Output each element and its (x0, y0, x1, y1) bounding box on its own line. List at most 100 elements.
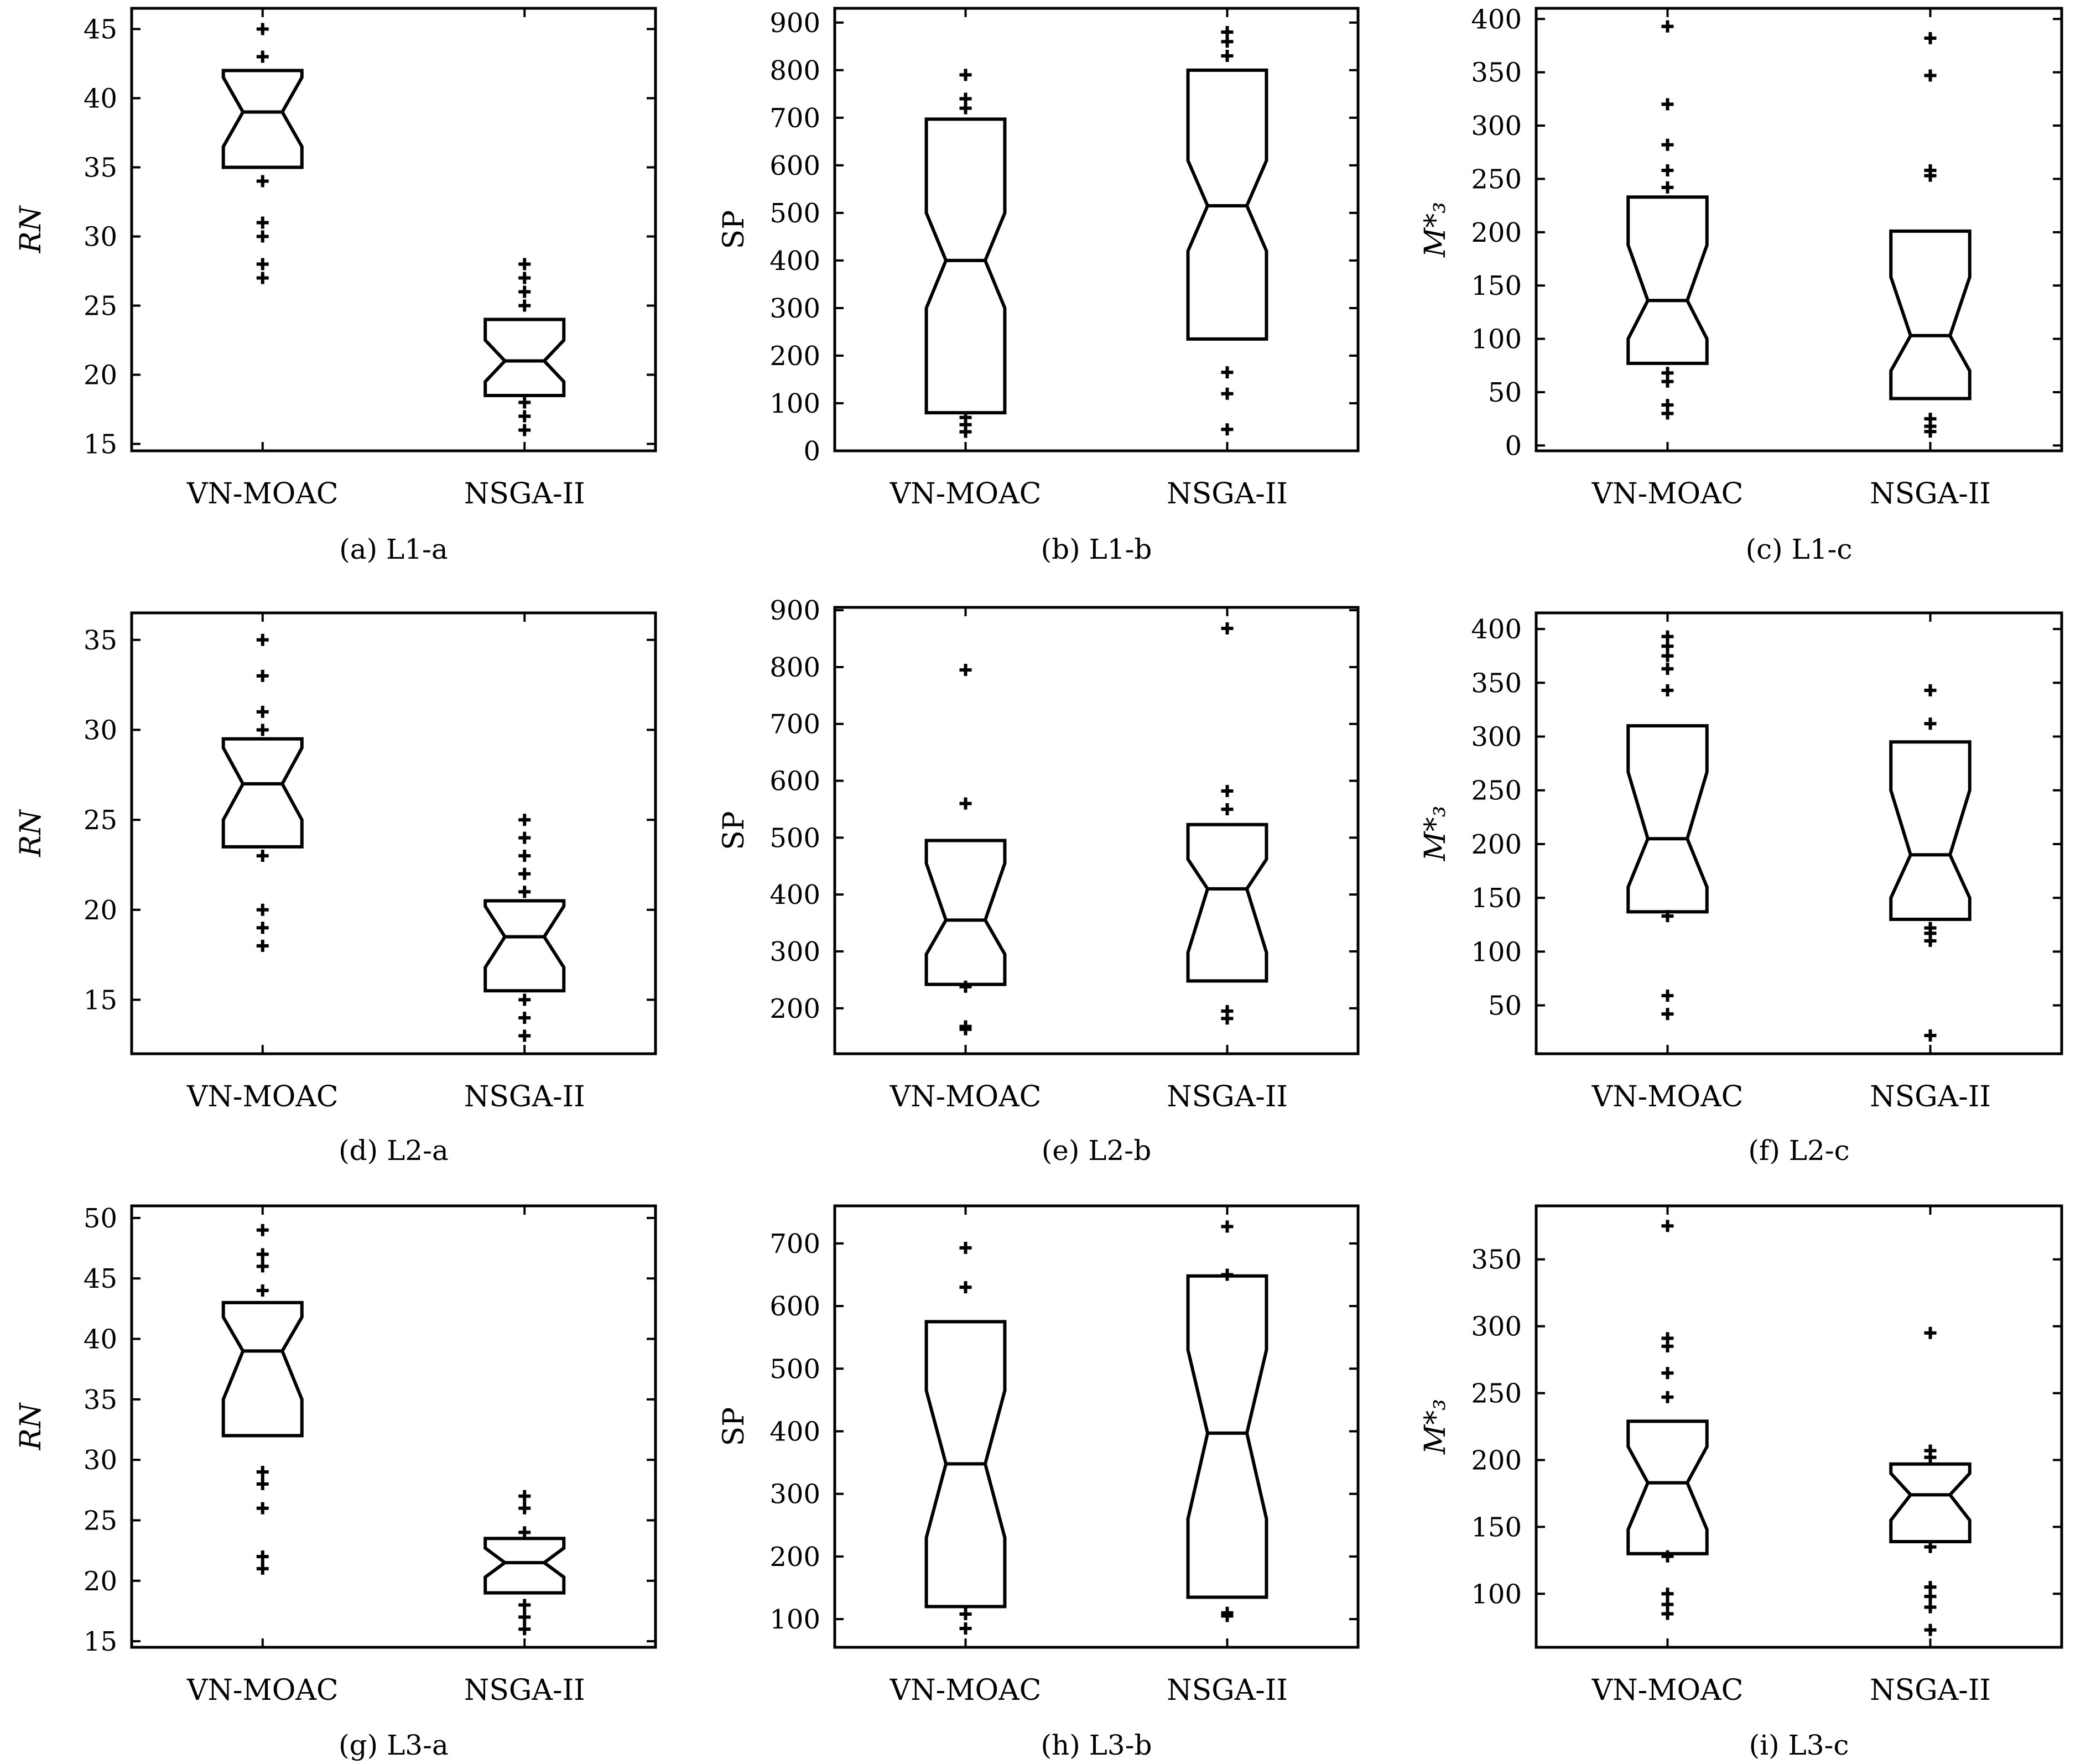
outlier-marker (256, 272, 269, 284)
y-tick-label: 30 (84, 715, 117, 746)
panel-caption: (b) L1-b (1041, 533, 1152, 565)
notched-box (483, 318, 566, 397)
outlier-marker (256, 1248, 269, 1261)
outlier-marker (959, 980, 972, 993)
y-axis-label: M*₃ (1419, 1399, 1452, 1455)
y-tick-label: 600 (769, 766, 820, 797)
y-tick-label: 800 (769, 55, 820, 86)
x-category-label: VN-MOAC (186, 1080, 339, 1113)
y-axis-label: M*₃ (1419, 202, 1452, 258)
y-tick-label: 700 (769, 709, 820, 740)
outlier-marker (256, 669, 269, 682)
y-tick-label: 200 (769, 993, 820, 1024)
chart-panel-2: 0 100 200 300 400 500 600 700 800 900 VN-MOAC NSGA-… (717, 7, 1360, 565)
outlier-marker (1661, 990, 1674, 1002)
y-axis-label: SP (717, 1407, 751, 1446)
notched-box (1889, 740, 1972, 922)
y-tick-label: 30 (84, 222, 117, 253)
x-category-label: NSGA-II (1167, 1080, 1288, 1113)
chart-panel-1: 15 20 25 30 35 40 45 VN-MOAC NSGA-II RN (a) L1-a (14, 7, 657, 565)
outlier-marker (1924, 934, 1937, 947)
outlier-marker (1661, 1607, 1674, 1620)
outlier-marker (959, 425, 972, 438)
outlier-marker (1221, 785, 1234, 798)
outlier-marker (1661, 181, 1674, 194)
x-category-label: VN-MOAC (1591, 1674, 1744, 1707)
outlier-marker (959, 1281, 972, 1294)
outlier-marker (518, 1599, 531, 1611)
x-category-label: NSGA-II (1167, 477, 1288, 511)
outlier-marker (1661, 20, 1674, 33)
outlier-marker (1924, 169, 1937, 182)
outlier-marker (1661, 1220, 1674, 1232)
outlier-marker (256, 1562, 269, 1575)
notched-box (924, 117, 1007, 415)
notched-box (221, 1300, 304, 1438)
outlier-marker (256, 23, 269, 35)
x-category-label: VN-MOAC (890, 1674, 1042, 1707)
outlier-marker (1661, 164, 1674, 177)
outlier-marker (959, 1023, 972, 1035)
y-tick-label: 45 (84, 14, 117, 45)
y-tick-label: 150 (1471, 1512, 1522, 1543)
y-tick-label: 400 (1471, 614, 1522, 645)
outlier-marker (1661, 1340, 1674, 1352)
notched-box (221, 69, 304, 169)
outlier-marker (1924, 1623, 1937, 1636)
outlier-marker (518, 831, 531, 844)
plot-frame (130, 611, 657, 1055)
y-tick-label: 50 (1488, 991, 1522, 1022)
plot-frame (833, 1204, 1360, 1649)
outlier-marker (256, 705, 269, 718)
outlier-marker (256, 258, 269, 270)
outlier-marker (959, 797, 972, 810)
y-tick-label: 200 (1471, 217, 1522, 248)
outlier-marker (1221, 1012, 1234, 1025)
plot-frame (1535, 1204, 2063, 1649)
y-tick-label: 50 (1488, 377, 1522, 408)
y-tick-label: 100 (1471, 1579, 1522, 1610)
y-tick-label: 800 (769, 652, 820, 683)
plot-frame (130, 7, 657, 452)
outlier-marker (518, 867, 531, 880)
x-category-label: NSGA-II (1167, 1674, 1288, 1707)
outlier-marker (518, 410, 531, 423)
outlier-marker (1661, 1391, 1674, 1403)
panel-caption: (c) L1-c (1746, 533, 1853, 565)
x-category-label: VN-MOAC (186, 477, 339, 511)
outlier-marker (1661, 1550, 1674, 1563)
notched-box (1626, 195, 1709, 365)
outlier-marker (959, 1241, 972, 1254)
notched-box (1186, 1274, 1268, 1599)
outlier-marker (1221, 35, 1234, 48)
y-tick-label: 25 (84, 1505, 117, 1536)
notched-box (924, 839, 1007, 986)
y-tick-label: 200 (1471, 829, 1522, 860)
x-category-label: VN-MOAC (186, 1674, 339, 1707)
panel-caption: (d) L2-a (339, 1135, 449, 1167)
outlier-marker (1661, 375, 1674, 388)
outlier-marker (256, 1502, 269, 1515)
y-tick-label: 350 (1471, 58, 1522, 89)
notched-box (1626, 1419, 1709, 1555)
y-tick-label: 100 (1471, 324, 1522, 355)
plot-frame (833, 7, 1360, 452)
x-category-label: NSGA-II (1870, 477, 1991, 511)
y-tick-label: 35 (84, 1385, 117, 1416)
y-tick-label: 900 (769, 595, 820, 626)
notched-box (1626, 724, 1709, 914)
outlier-marker (518, 993, 531, 1006)
outlier-marker (1924, 1029, 1937, 1042)
outlier-marker (1924, 1590, 1937, 1603)
chart-panel-4: 15 20 25 30 35 VN-MOAC NSGA-II RN (d) L2-a (14, 611, 657, 1167)
panel-caption: (h) L3-b (1041, 1729, 1152, 1761)
y-tick-label: 15 (84, 985, 117, 1016)
outlier-marker (518, 272, 531, 284)
outlier-marker (1221, 1220, 1234, 1233)
outlier-marker (518, 1611, 531, 1623)
outlier-marker (1221, 423, 1234, 436)
y-tick-label: 700 (769, 103, 820, 134)
outlier-marker (1661, 1008, 1674, 1021)
outlier-marker (256, 230, 269, 243)
x-category-label: VN-MOAC (1591, 477, 1744, 511)
